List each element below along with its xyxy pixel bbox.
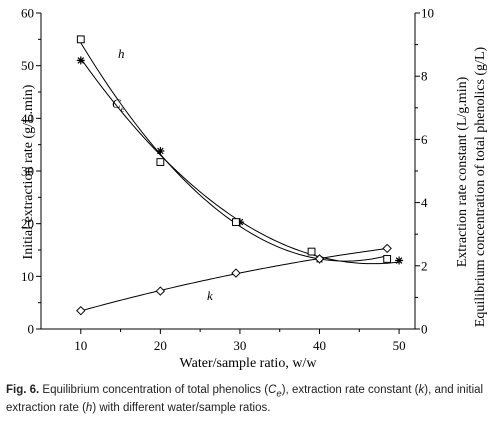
right-axis-title-outer: Equilibrium concentration of total pheno…	[473, 47, 488, 328]
point-h	[76, 56, 85, 65]
caption-k: k	[418, 384, 425, 396]
caption-text-2: ), extraction rate constant (	[281, 384, 419, 396]
left-tick-label: 50	[21, 58, 34, 73]
right-tick-label: 2	[421, 258, 428, 273]
chart: 0 10 20 30 40 50 60 0 2 4 6 8 10 10 20 30 40 50 Water/sam…	[21, 6, 488, 372]
point-ce	[232, 218, 240, 226]
point-k	[314, 254, 325, 264]
series-label-k: k	[207, 288, 213, 303]
point-k	[76, 305, 86, 316]
point-k	[382, 243, 392, 254]
left-tick-label: 20	[21, 216, 34, 231]
left-tick-label: 30	[21, 164, 34, 179]
caption-label: Fig. 6.	[6, 384, 40, 396]
figure-caption: Fig. 6. Equilibrium concentration of tot…	[6, 383, 490, 416]
caption-text-1: Equilibrium concentration of total pheno…	[39, 384, 269, 396]
caption-ce-sub: e	[276, 388, 282, 400]
tick-labels: 0 10 20 30 40 50 60 0 2 4 6 8 10 10 20 30 40 50	[21, 6, 434, 354]
curve-h	[80, 58, 400, 265]
point-ce	[156, 158, 165, 166]
left-tick-label: 0	[28, 322, 35, 337]
left-tick-label: 60	[21, 6, 34, 21]
point-k	[231, 268, 241, 278]
x-axis-title: Water/sample ratio, w/w	[180, 356, 318, 371]
right-tick-label: 0	[421, 322, 428, 337]
series-label-ce-c: C	[112, 96, 121, 111]
point-ce	[307, 247, 316, 256]
x-tick-label: 40	[313, 338, 326, 353]
point-h	[395, 256, 404, 265]
x-tick-label: 30	[233, 338, 246, 353]
x-tick-label: 10	[74, 338, 87, 353]
right-tick-label: 4	[421, 195, 428, 210]
point-h	[156, 146, 165, 155]
right-tick-label: 6	[421, 132, 428, 147]
left-axis-title: Initial extraction rate (g/L.min)	[21, 84, 36, 259]
series-label-ce: Ce	[112, 96, 125, 114]
caption-text-4: ) with different water/sample ratios.	[92, 402, 271, 415]
axes	[36, 12, 420, 334]
right-axis-title-inner: Extraction rate constant (L/g.min)	[455, 76, 470, 267]
point-ce	[76, 35, 85, 44]
left-tick-label: 40	[21, 111, 34, 126]
point-h	[235, 218, 244, 227]
fitted-curves	[80, 42, 400, 312]
curve-ce	[80, 42, 388, 262]
point-k	[155, 286, 166, 296]
data-markers	[76, 35, 404, 316]
curve-k	[80, 247, 388, 312]
left-tick-label: 10	[21, 269, 34, 284]
point-ce	[383, 255, 392, 263]
x-tick-label: 50	[393, 338, 406, 353]
series-label-ce-sub: e	[121, 104, 125, 114]
series-label-h: h	[118, 46, 125, 61]
x-tick-label: 20	[154, 338, 167, 353]
right-tick-label: 8	[421, 69, 428, 84]
caption-text-3: ), and initial extraction rate (	[6, 384, 484, 415]
caption-h: h	[85, 402, 93, 415]
right-tick-label: 10	[421, 6, 434, 21]
caption-ce: C	[268, 384, 277, 396]
